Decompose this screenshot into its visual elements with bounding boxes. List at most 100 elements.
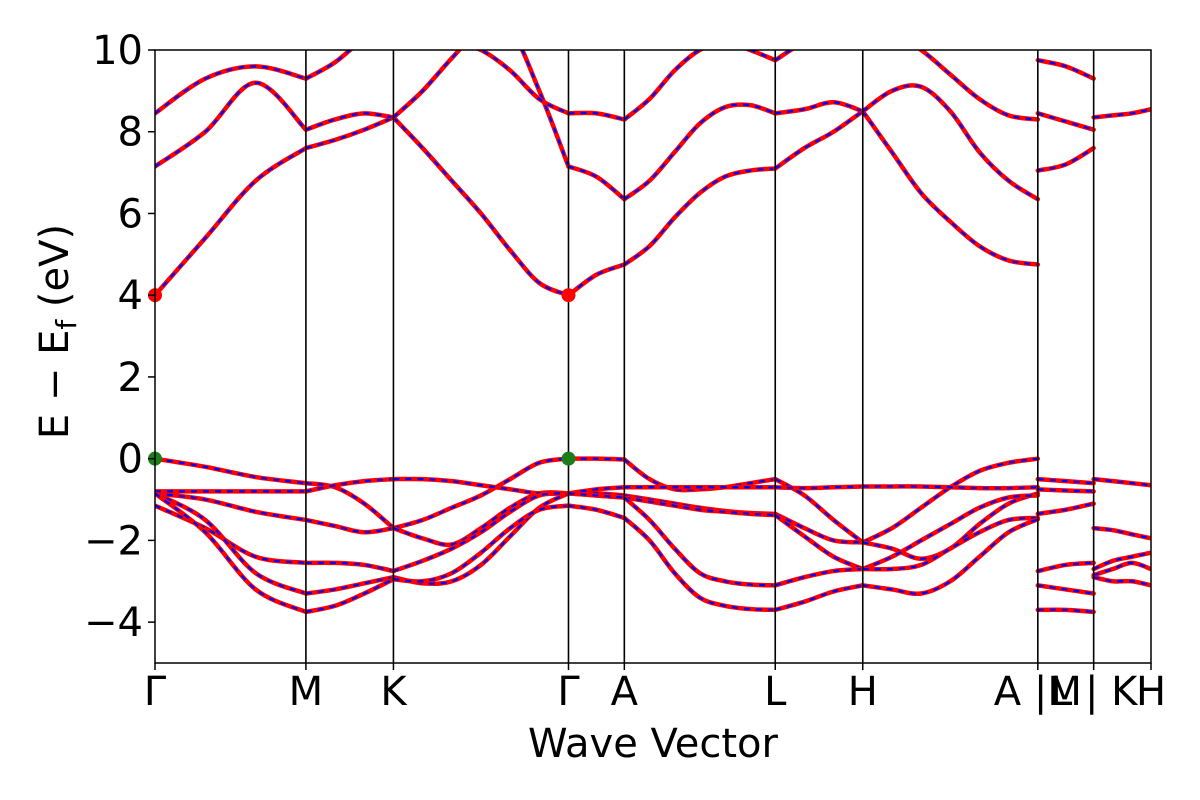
band-line-solid <box>474 50 571 116</box>
band-line-dashed <box>1037 561 1094 573</box>
y-axis-title: E − Ef (eV) <box>32 224 83 439</box>
band-line-dashed <box>774 512 863 544</box>
x-tick-label: K <box>380 669 408 715</box>
bands-layer <box>155 50 1151 615</box>
band-line-solid <box>622 515 778 613</box>
x-tick-label: L | K <box>1050 669 1139 715</box>
y-tick-label: −2 <box>84 518 143 564</box>
band-line-dashed <box>305 578 394 613</box>
band-segment-K-H <box>1091 107 1151 588</box>
band-segment-Γ-A <box>566 110 627 521</box>
band-line-dashed <box>568 492 625 499</box>
band-line-dashed <box>155 492 307 613</box>
band-line-dashed <box>393 492 569 573</box>
band-line-dashed <box>568 111 625 121</box>
y-tick-label: 6 <box>118 191 143 237</box>
band-line-solid <box>622 50 778 122</box>
band-line-dashed <box>155 504 307 564</box>
band-segment-L-H <box>772 50 866 613</box>
band-line-dashed <box>155 492 307 595</box>
band-segment-A-L <box>622 50 778 613</box>
band-line-dashed <box>862 492 1039 560</box>
k-point-lines <box>305 50 1095 663</box>
band-line-dashed <box>862 518 1039 595</box>
band-line-dashed <box>774 50 793 62</box>
band-line-dashed <box>862 485 1038 490</box>
band-line-dashed <box>1037 147 1095 172</box>
band-line-dashed <box>568 165 626 201</box>
x-tick-label: Γ <box>144 669 167 715</box>
x-tick-label: Γ <box>557 669 580 715</box>
band-line-dashed <box>1093 576 1151 587</box>
band-line-dashed <box>1037 478 1094 485</box>
band-line-solid <box>917 50 1041 122</box>
band-line-dashed <box>623 496 776 587</box>
band-line-solid <box>566 164 627 202</box>
band-line-solid <box>772 50 795 63</box>
band-segment-M-K <box>303 50 396 615</box>
band-line-dashed <box>774 567 863 587</box>
extrema-markers <box>148 288 576 466</box>
band-line-dashed <box>305 112 394 131</box>
band-line-solid <box>772 566 866 588</box>
band-segment-Γ-M <box>155 64 309 615</box>
band-line-solid <box>860 83 1041 202</box>
x-tick-label: H <box>1136 669 1166 715</box>
band-line-dashed <box>392 116 569 297</box>
band-line-dashed <box>774 110 864 170</box>
y-tick-label: 2 <box>118 355 143 401</box>
band-segment-K-Γ <box>391 50 571 587</box>
band-line-dashed <box>305 576 394 595</box>
band-line-dashed <box>1037 59 1095 80</box>
band-line-solid <box>303 560 396 574</box>
band-line-dashed <box>919 50 1038 121</box>
band-line-dashed <box>155 492 307 522</box>
band-line-dashed <box>305 561 394 573</box>
band-line-dashed <box>155 81 307 168</box>
band-line-dashed <box>862 84 1039 201</box>
band-line-dashed <box>1037 502 1094 515</box>
band-line-dashed <box>862 494 1038 571</box>
band-line-dashed <box>155 65 307 115</box>
band-line-dashed <box>478 50 569 115</box>
band-line-dashed <box>861 110 1038 266</box>
y-tick-label: 8 <box>118 110 143 156</box>
band-line-dashed <box>775 485 863 490</box>
band-line-dashed <box>155 147 307 296</box>
band-line-dashed <box>393 504 569 583</box>
band-line-solid <box>1035 145 1096 173</box>
y-axis-ticks: −4 −2 0 2 4 6 8 10 <box>84 28 155 646</box>
band-line-dashed <box>623 167 776 266</box>
band-line-dashed <box>305 478 394 493</box>
band-line-solid <box>303 50 354 81</box>
band-line-dashed <box>774 584 863 611</box>
band-line-dashed <box>305 518 394 534</box>
y-tick-label: 4 <box>118 273 143 319</box>
y-axis-title-unit: (eV) <box>32 224 78 320</box>
y-tick-label: 10 <box>92 28 143 74</box>
band-line-dashed <box>305 482 395 529</box>
vbm-marker <box>561 451 576 466</box>
y-tick-label: 0 <box>118 437 143 483</box>
band-line-dashed <box>393 457 569 530</box>
band-line-dashed <box>568 504 625 519</box>
band-line-dashed <box>155 457 307 485</box>
x-tick-label: M <box>289 669 324 715</box>
band-line-dashed <box>1093 108 1151 119</box>
band-line-dashed <box>568 457 625 461</box>
band-line-solid <box>772 511 866 545</box>
band-line-dashed <box>1037 584 1094 595</box>
x-tick-label: A <box>611 669 639 715</box>
band-segment-H-A <box>860 50 1041 597</box>
x-tick-label: H <box>848 669 878 715</box>
band-line-solid <box>303 576 396 615</box>
band-line-solid <box>155 491 309 615</box>
band-line-dashed <box>775 101 864 115</box>
band-line-solid <box>155 456 309 486</box>
band-line-dashed <box>392 50 570 167</box>
x-tick-label: L <box>764 669 787 715</box>
band-line-dashed <box>862 516 1038 571</box>
band-line-dashed <box>1093 561 1151 577</box>
